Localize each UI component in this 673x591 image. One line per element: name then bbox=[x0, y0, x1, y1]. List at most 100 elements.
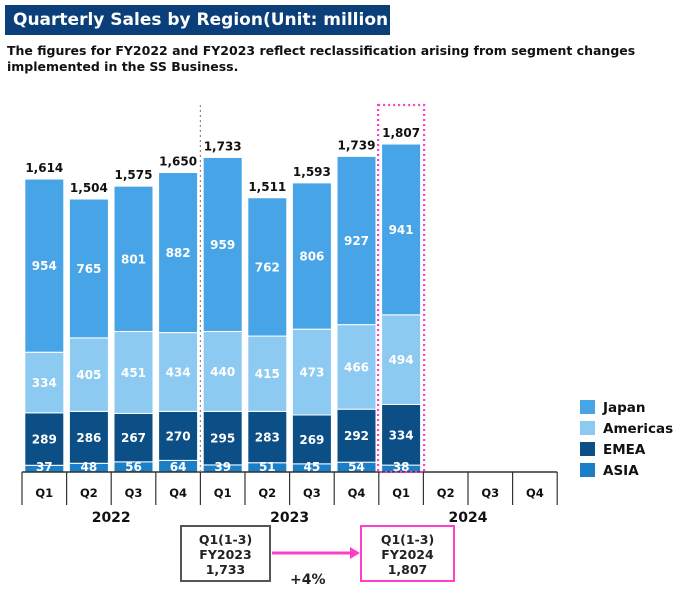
bar-segment-americas bbox=[291, 328, 332, 416]
bar-segment-japan bbox=[291, 182, 332, 330]
segment-value-label: 801 bbox=[121, 252, 146, 266]
quarter-tick-label: Q1 bbox=[214, 486, 232, 500]
segment-value-label: 39 bbox=[214, 460, 231, 474]
axis-layer: Q1 Q2 Q3 Q4 Q1 Q2 Q3 Q4 Q1 Q2 Q3 Q4 2022 2023 2024 bbox=[21, 471, 558, 525]
quarter-tick-label: Q4 bbox=[169, 486, 187, 500]
segment-value-label: 64 bbox=[170, 460, 187, 474]
bar-segment-japan bbox=[113, 185, 154, 333]
segment-value-label: 762 bbox=[255, 260, 280, 274]
total-value-label: 1,614 bbox=[25, 161, 63, 175]
legend-swatch-emea bbox=[580, 442, 595, 456]
bar-segment-japan bbox=[24, 178, 65, 353]
total-value-label: 1,739 bbox=[338, 138, 376, 152]
year-label: 2023 bbox=[270, 510, 309, 525]
segment-value-label: 440 bbox=[210, 365, 235, 379]
segment-value-label: 269 bbox=[299, 433, 324, 447]
segment-value-label: 473 bbox=[299, 366, 324, 380]
segment-value-label: 267 bbox=[121, 431, 146, 445]
segment-value-label: 941 bbox=[389, 223, 414, 237]
segment-value-label: 451 bbox=[121, 366, 146, 380]
quarter-tick-label: Q3 bbox=[481, 486, 499, 500]
segment-value-label: 334 bbox=[389, 428, 414, 442]
bar-segment-americas bbox=[381, 314, 422, 405]
legend-swatch-americas bbox=[580, 421, 595, 435]
bar-segment-americas bbox=[247, 335, 288, 412]
label-layer: 372893349541,614482864057651,50456267451… bbox=[25, 126, 420, 474]
bar-layer bbox=[24, 143, 422, 473]
bar-segment-japan bbox=[336, 155, 377, 326]
bar-segment-emea bbox=[202, 410, 243, 466]
quarter-tick-label: Q3 bbox=[303, 486, 321, 500]
fy2023-box-line2: FY2023 bbox=[199, 547, 252, 562]
bar-segment-japan bbox=[381, 143, 422, 316]
total-value-label: 1,807 bbox=[382, 126, 420, 140]
highlight-box bbox=[377, 103, 426, 474]
total-value-label: 1,511 bbox=[248, 180, 286, 194]
fy2024-box-line1: Q1(1-3) bbox=[380, 532, 435, 547]
bar-segment-americas bbox=[158, 332, 199, 412]
chart-subtitle: The figures for FY2022 and FY2023 reflec… bbox=[7, 43, 636, 74]
segment-value-label: 765 bbox=[76, 262, 101, 276]
segment-value-label: 415 bbox=[255, 367, 280, 381]
segment-value-label: 954 bbox=[32, 259, 57, 273]
total-value-label: 1,504 bbox=[70, 181, 108, 195]
segment-value-label: 466 bbox=[344, 360, 369, 374]
total-value-label: 1,575 bbox=[115, 168, 153, 182]
bar-segment-japan bbox=[158, 172, 199, 334]
quarter-tick-label: Q2 bbox=[80, 486, 98, 500]
stacked-bar-chart: 372893349541,614482864057651,50456267451… bbox=[21, 103, 673, 525]
quarter-tick-label: Q3 bbox=[125, 486, 143, 500]
segment-value-label: 45 bbox=[304, 460, 321, 474]
quarter-tick-label: Q1 bbox=[35, 486, 53, 500]
segment-value-label: 806 bbox=[299, 250, 324, 264]
segment-value-label: 51 bbox=[259, 460, 276, 474]
bar-segment-japan bbox=[202, 156, 243, 333]
legend-label-americas: Americas bbox=[603, 421, 673, 437]
bar-segment-emea bbox=[247, 410, 288, 464]
segment-value-label: 289 bbox=[32, 433, 57, 447]
fy2024-box-line2: FY2024 bbox=[381, 547, 434, 562]
fy2024-box-line3: 1,807 bbox=[387, 562, 428, 577]
segment-value-label: 38 bbox=[393, 460, 410, 474]
legend-swatch-asia bbox=[580, 463, 595, 477]
legend-swatch-japan bbox=[580, 400, 595, 414]
fy2023-q1-box: Q1(1-3) FY2023 1,733 bbox=[180, 525, 271, 582]
quarter-tick-label: Q1 bbox=[392, 486, 410, 500]
segment-value-label: 882 bbox=[166, 246, 191, 260]
year-label: 2022 bbox=[92, 510, 131, 525]
quarter-tick-label: Q4 bbox=[526, 486, 544, 500]
year-label: 2024 bbox=[449, 510, 488, 525]
legend-label-emea: EMEA bbox=[603, 442, 646, 458]
segment-value-label: 927 bbox=[344, 234, 369, 248]
legend-label-asia: ASIA bbox=[603, 463, 639, 479]
legend-label-japan: Japan bbox=[602, 400, 646, 416]
bar-segment-americas bbox=[336, 324, 377, 410]
segment-value-label: 56 bbox=[125, 460, 142, 474]
fy2024-q1-box: Q1(1-3) FY2024 1,807 bbox=[360, 525, 455, 582]
bar-segment-americas bbox=[24, 351, 65, 414]
growth-label: +4% bbox=[290, 572, 326, 588]
segment-value-label: 295 bbox=[210, 432, 235, 446]
total-value-label: 1,733 bbox=[204, 139, 242, 153]
segment-value-label: 959 bbox=[210, 238, 235, 252]
segment-value-label: 37 bbox=[36, 460, 53, 474]
quarter-tick-label: Q2 bbox=[258, 486, 276, 500]
segment-value-label: 48 bbox=[81, 460, 98, 474]
bar-segment-americas bbox=[68, 337, 109, 412]
legend: Japan Americas EMEA ASIA bbox=[580, 400, 673, 479]
quarter-tick-label: Q4 bbox=[348, 486, 366, 500]
segment-value-label: 286 bbox=[76, 431, 101, 445]
bar-segment-americas bbox=[202, 331, 243, 412]
total-value-label: 1,593 bbox=[293, 165, 331, 179]
segment-value-label: 405 bbox=[76, 368, 101, 382]
bar-segment-emea bbox=[24, 412, 65, 466]
segment-value-label: 434 bbox=[166, 365, 191, 379]
chart-title: Quarterly Sales by Region(Unit: million … bbox=[5, 5, 390, 60]
segment-value-label: 334 bbox=[32, 376, 57, 390]
segment-value-label: 494 bbox=[389, 353, 414, 367]
comparison-arrow-head bbox=[350, 547, 360, 559]
bar-segment-emea bbox=[336, 408, 377, 463]
segment-value-label: 292 bbox=[344, 429, 369, 443]
bar-segment-emea bbox=[158, 410, 199, 461]
bar-segment-emea bbox=[68, 410, 109, 464]
